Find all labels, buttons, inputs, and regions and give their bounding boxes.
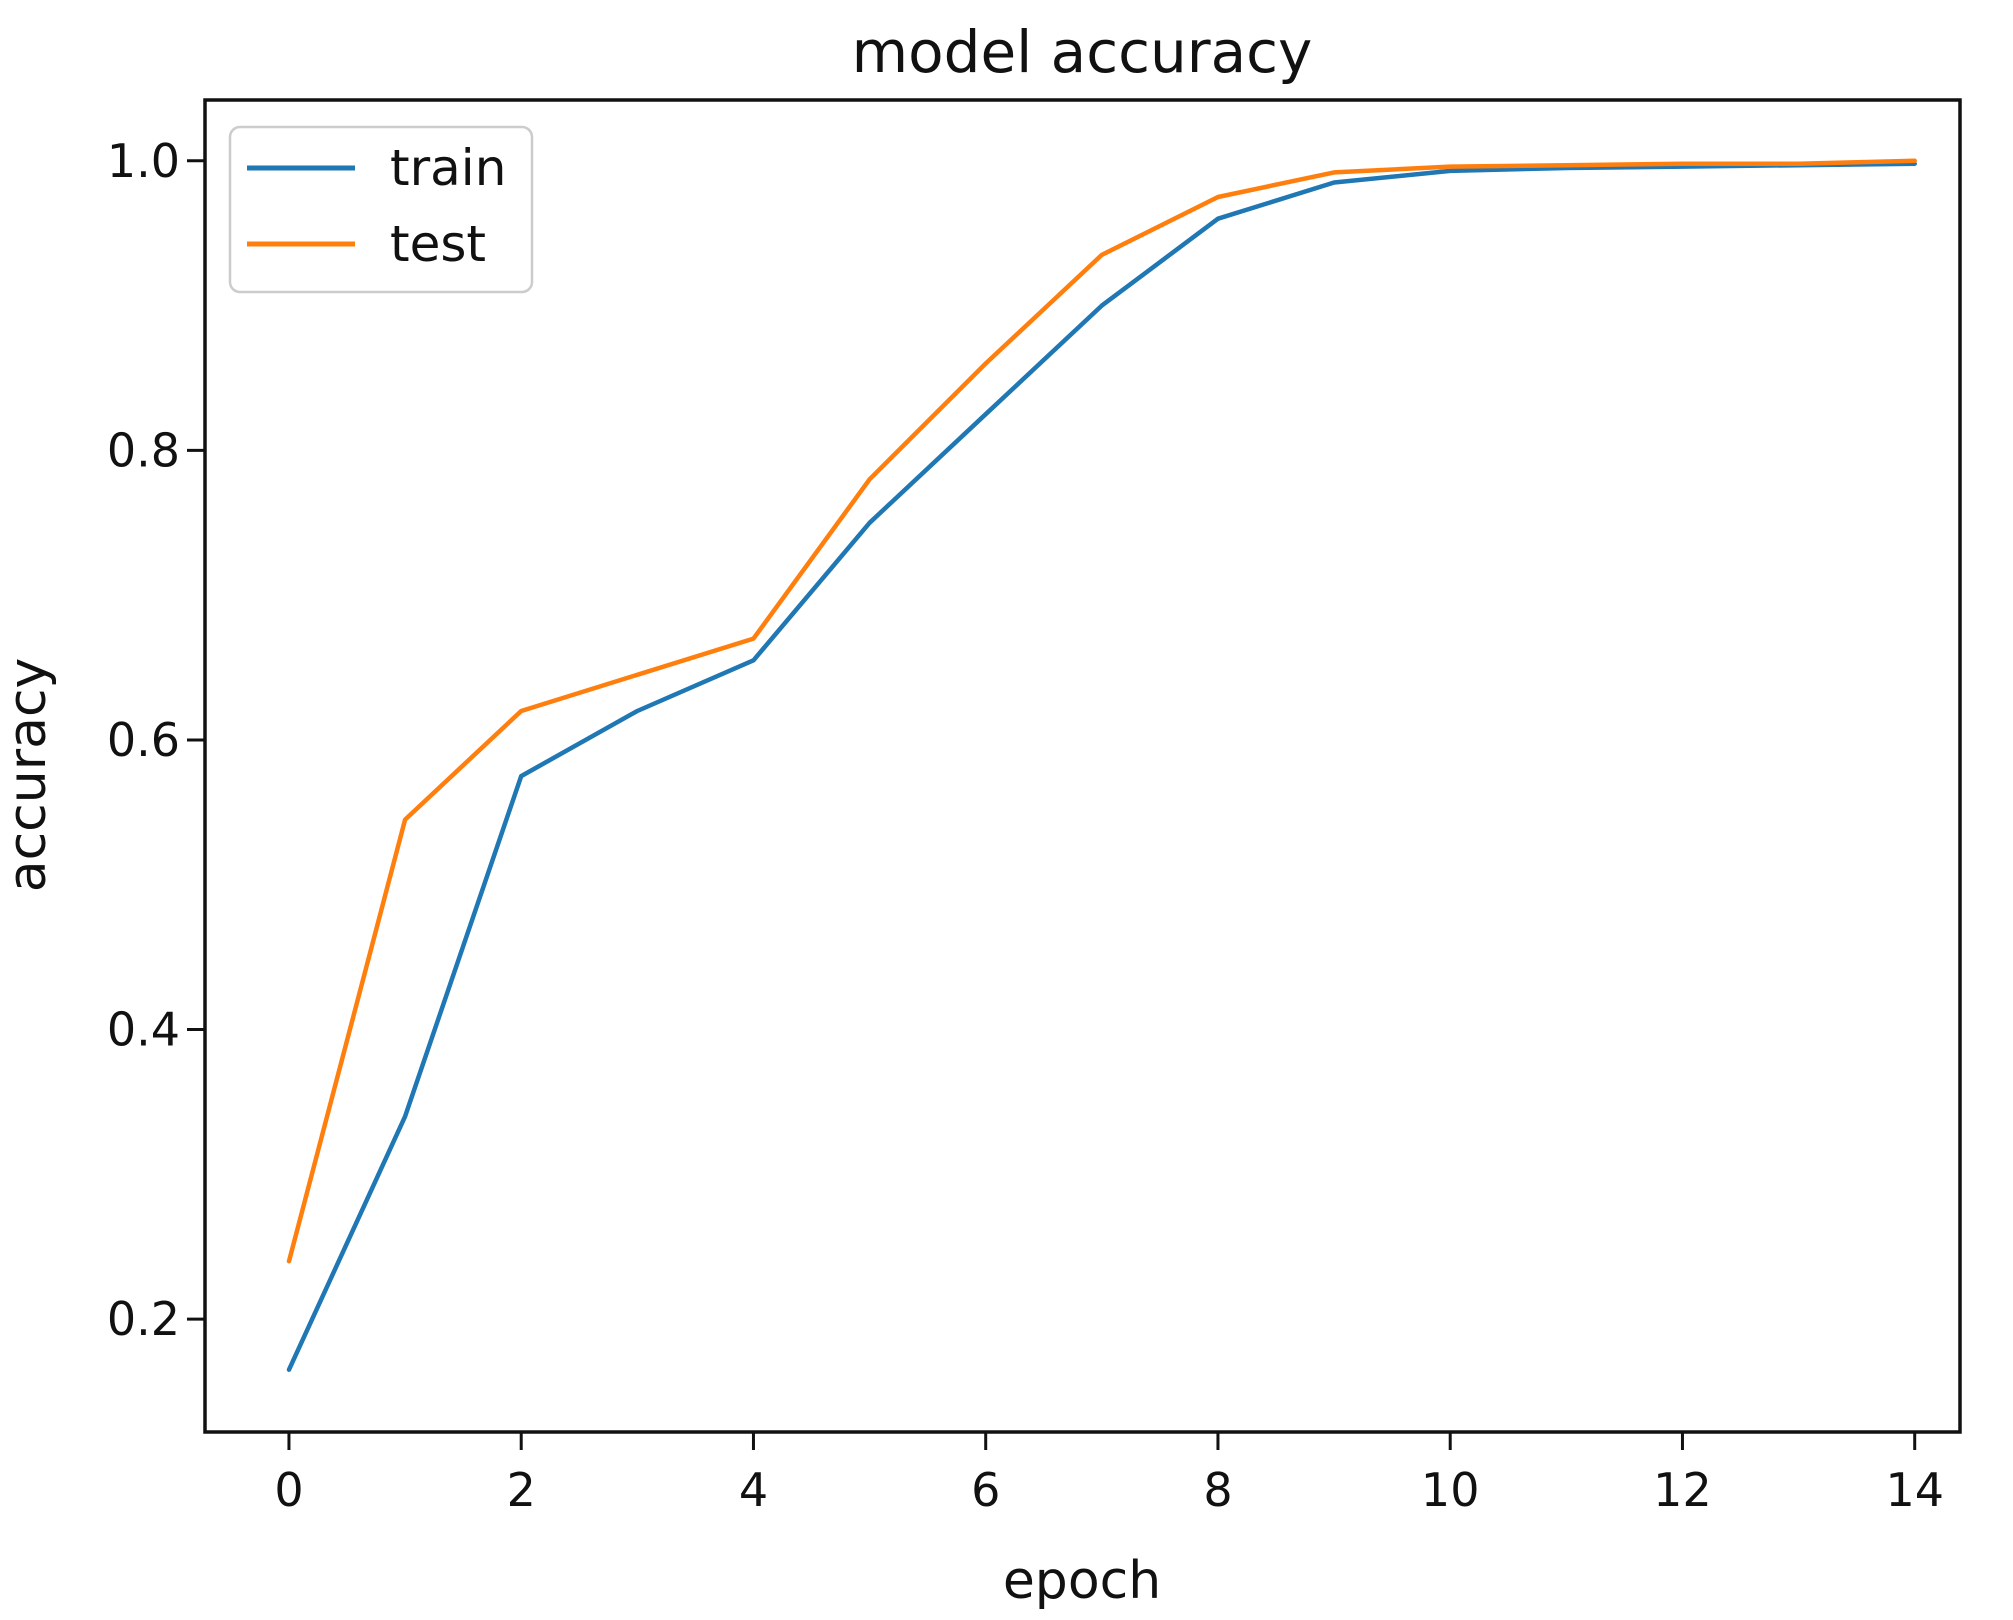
legend-item-train: train — [247, 139, 506, 197]
legend: train test — [228, 125, 534, 294]
x-tick-label: 12 — [1653, 1463, 1712, 1517]
x-tick-label: 4 — [739, 1463, 768, 1517]
legend-label-test: test — [390, 215, 486, 273]
y-tick-label: 1.0 — [107, 134, 180, 188]
y-axis-label: accuracy — [0, 658, 58, 893]
y-tick-label: 0.6 — [107, 713, 180, 767]
chart-title: model accuracy — [852, 18, 1313, 86]
train-line — [286, 161, 1917, 1372]
y-tick-label: 0.4 — [107, 1003, 180, 1057]
ticks-layer: 0 2 4 6 8 10 12 14 0.2 0.4 0.6 0.8 1.0 — [107, 134, 1944, 1517]
y-tick-label: 0.2 — [107, 1292, 180, 1346]
series-layer — [286, 158, 1917, 1372]
x-tick-label: 0 — [274, 1463, 303, 1517]
y-tick-label: 0.8 — [107, 423, 180, 477]
plot-area — [203, 98, 1962, 1434]
x-tick-label: 2 — [507, 1463, 536, 1517]
legend-item-test: test — [247, 215, 486, 273]
x-axis-label: epoch — [1003, 1551, 1161, 1611]
legend-label-train: train — [390, 139, 506, 197]
test-line — [286, 158, 1917, 1264]
x-tick-label: 8 — [1203, 1463, 1232, 1517]
x-tick-label: 14 — [1885, 1463, 1944, 1517]
x-tick-label: 10 — [1421, 1463, 1480, 1517]
x-tick-label: 6 — [971, 1463, 1000, 1517]
